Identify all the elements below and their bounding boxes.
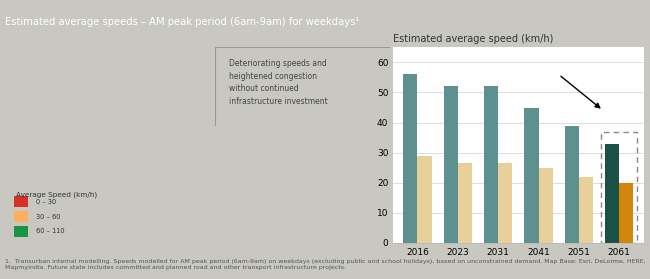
Text: Estimated average speed (km/h): Estimated average speed (km/h) xyxy=(393,34,554,44)
Text: Average Speed (km/h): Average Speed (km/h) xyxy=(16,191,97,198)
Bar xyxy=(417,156,432,243)
Text: 0 – 30: 0 – 30 xyxy=(36,199,56,205)
Bar xyxy=(579,177,593,243)
Text: 1.  Transurban internal modelling. Speeds modelled for AM peak period (6am-9am) : 1. Transurban internal modelling. Speeds… xyxy=(5,259,646,270)
Bar xyxy=(484,86,498,243)
Bar xyxy=(14,226,27,237)
Bar xyxy=(605,144,619,243)
Bar xyxy=(14,211,27,222)
Text: 60 – 110: 60 – 110 xyxy=(36,229,64,234)
Bar xyxy=(14,196,27,208)
Bar xyxy=(525,107,539,243)
Bar xyxy=(565,126,579,243)
Bar xyxy=(444,86,458,243)
Text: 30 – 60: 30 – 60 xyxy=(36,214,60,220)
Text: Deteriorating speeds and
heightened congestion
without continued
infrastructure : Deteriorating speeds and heightened cong… xyxy=(229,59,328,106)
Bar xyxy=(539,168,552,243)
Bar xyxy=(619,183,633,243)
Bar xyxy=(458,163,472,243)
Bar xyxy=(498,163,512,243)
Bar xyxy=(404,74,417,243)
Text: Estimated average speeds – AM peak period (6am-9am) for weekdays¹: Estimated average speeds – AM peak perio… xyxy=(5,17,359,27)
